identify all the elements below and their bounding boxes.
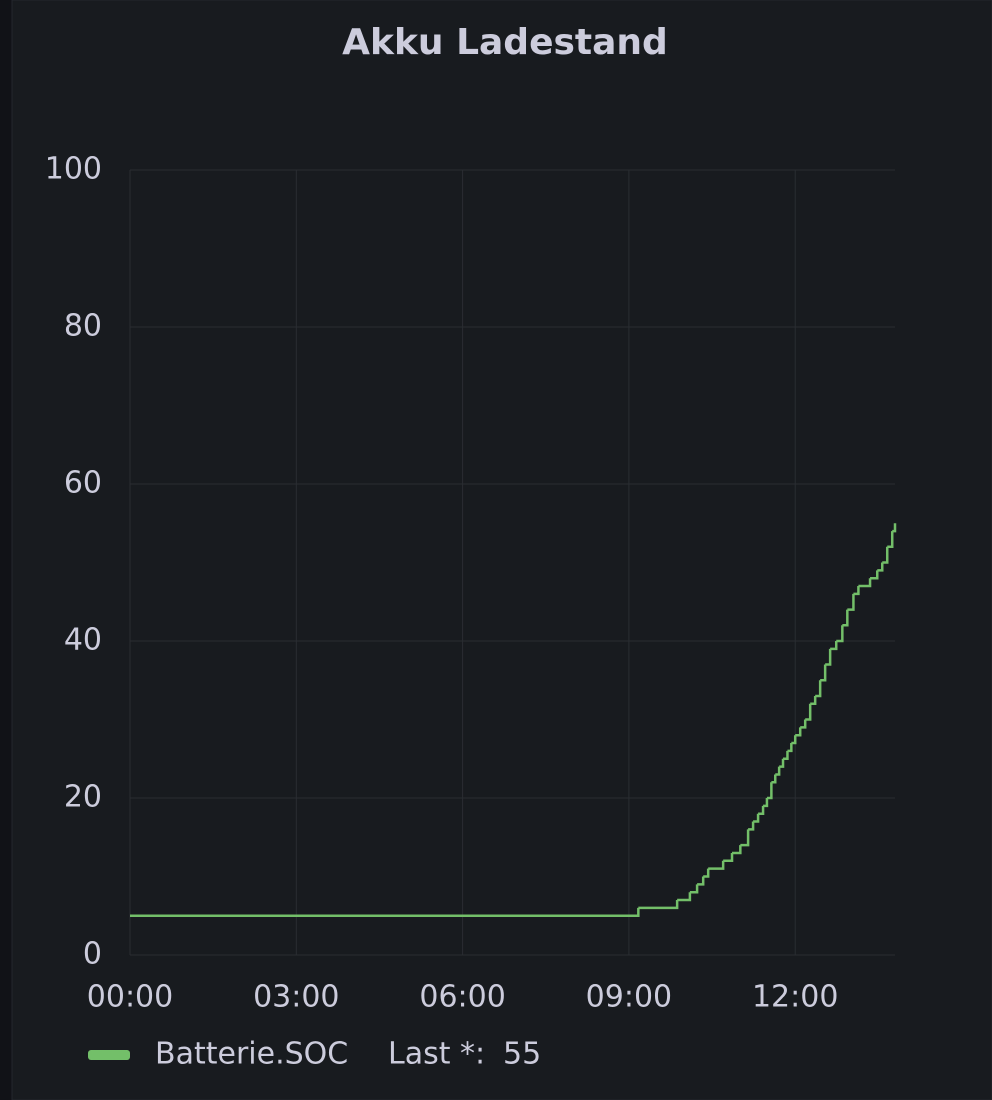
line-step [836,625,844,643]
line-step [708,860,725,870]
line-step [703,868,710,878]
line-step [732,845,742,855]
line-step [820,664,827,682]
line-step [763,798,769,808]
y-tick-label: 100 [45,152,102,187]
line-step [847,593,855,611]
line-step [766,782,773,800]
y-tick-label: 40 [64,623,102,658]
line-step [870,570,879,580]
line-step [795,727,802,737]
line-step [697,876,705,886]
line-step [882,546,889,564]
y-tick-label: 0 [83,937,102,972]
line-step [853,586,860,596]
line-step [771,774,777,784]
line-step [892,523,897,533]
line-step [787,743,793,753]
line-step [723,852,734,863]
x-tick-label: 12:00 [752,980,838,1015]
line-step [810,695,817,706]
x-tick-label: 09:00 [586,980,672,1015]
y-tick-label: 60 [64,466,102,501]
line-step [758,805,765,815]
panel [11,0,992,1100]
line-step [842,609,849,627]
line-step [638,900,679,910]
line-step [815,680,822,698]
line-step [825,648,832,666]
legend-swatch [88,1050,130,1060]
line-step [677,892,692,902]
line-step [805,703,812,721]
line-step [830,641,838,651]
line-step [748,821,755,831]
line-step [779,758,785,768]
legend-stat-value: 55 [503,1037,541,1072]
line-step [791,735,797,745]
legend-stat-label: Last *: [388,1037,485,1072]
line-step [130,907,640,917]
x-tick-label: 03:00 [253,980,339,1015]
y-tick-label: 20 [64,780,102,815]
x-tick-label: 06:00 [419,980,505,1015]
line-step [740,829,750,847]
line-step [775,766,781,776]
line-step [800,719,807,729]
line-step [689,884,699,894]
legend-label: Batterie.SOC [155,1037,348,1072]
line-step [753,813,760,823]
line-step [858,578,872,588]
line-step [877,562,884,572]
line-step [887,531,894,549]
x-tick-label: 00:00 [87,980,173,1015]
chart-title: Akku Ladestand [342,22,668,63]
y-tick-label: 80 [64,309,102,344]
line-step [783,750,789,760]
